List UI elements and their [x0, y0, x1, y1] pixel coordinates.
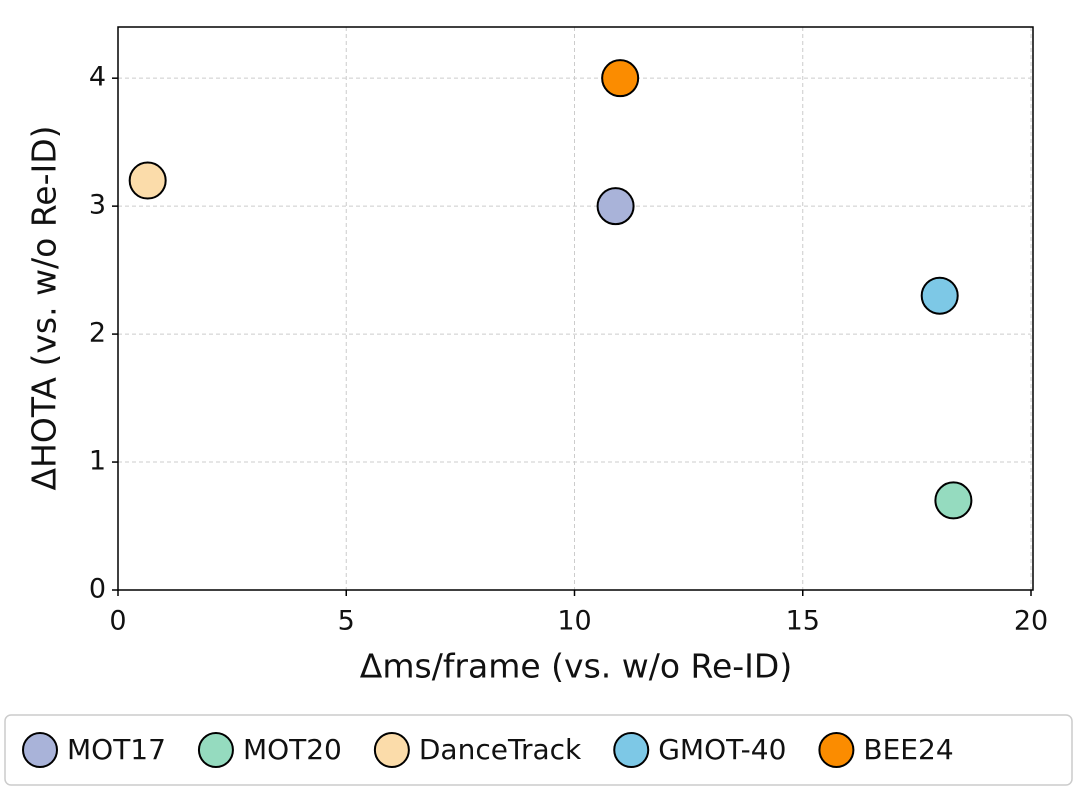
y-tick-label: 3 — [89, 190, 106, 221]
scatter-point — [128, 161, 167, 200]
legend-label: BEE24 — [863, 733, 953, 766]
legend-marker — [613, 732, 650, 768]
x-tick-label: 20 — [1014, 606, 1048, 637]
legend-box — [4, 714, 1073, 786]
y-tick-label: 0 — [89, 574, 106, 605]
scatter-point — [934, 481, 973, 520]
legend-label: DanceTrack — [419, 733, 582, 766]
x-tick-label: 15 — [786, 606, 820, 637]
legend-label: MOT20 — [243, 733, 342, 766]
x-tick-label: 5 — [338, 606, 355, 637]
legend-marker — [197, 732, 234, 768]
x-axis-label: Δms/frame (vs. w/o Re-ID) — [360, 647, 792, 686]
plot-frame — [117, 26, 1034, 591]
scatter-point — [601, 59, 640, 98]
legend-marker — [373, 732, 410, 768]
scatter-point — [920, 276, 959, 315]
x-tick-label: 10 — [557, 606, 591, 637]
legend-label: MOT17 — [67, 733, 166, 766]
scatter-point — [596, 187, 635, 226]
y-tick-label: 4 — [89, 62, 106, 93]
legend-marker — [818, 732, 855, 768]
y-tick-label: 1 — [89, 446, 106, 477]
y-tick-label: 2 — [89, 318, 106, 349]
legend-marker — [22, 732, 58, 768]
x-tick-label: 0 — [109, 606, 126, 637]
y-axis-label: ΔHOTA (vs. w/o Re-ID) — [25, 125, 64, 490]
legend-label: GMOT-40 — [658, 733, 786, 766]
